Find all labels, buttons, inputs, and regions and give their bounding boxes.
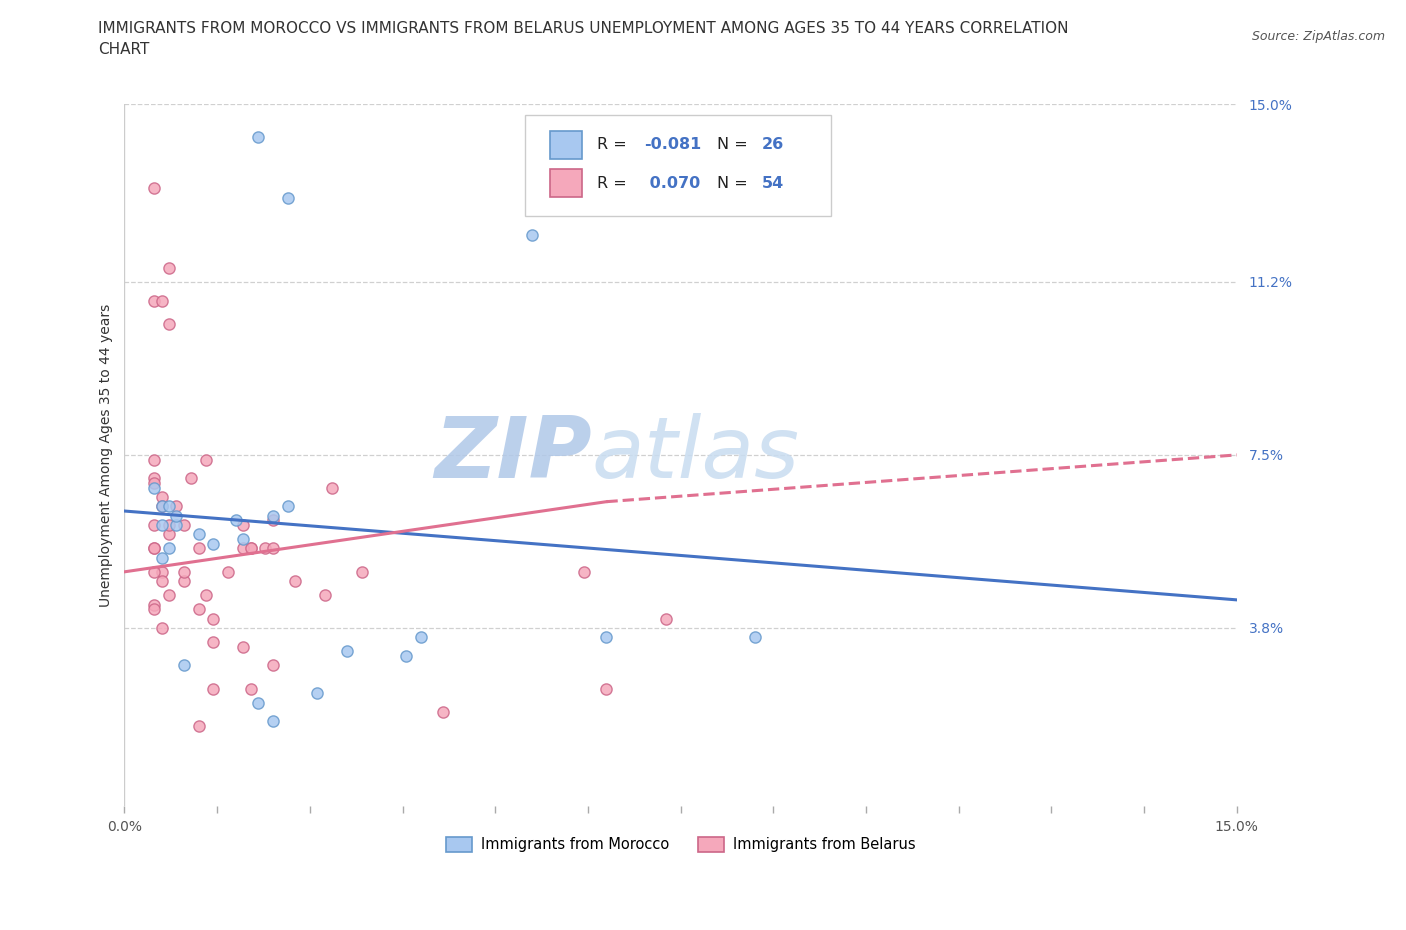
Point [143,602,166,617]
Point [262,509,284,524]
Point [187,719,209,734]
Point [195,588,218,603]
Point [180,471,202,485]
Point [157,498,180,513]
Point [150,620,173,635]
Point [150,293,173,308]
Point [150,574,173,589]
Point [150,565,173,579]
Point [432,705,454,720]
Point [202,537,225,551]
Point [143,471,166,485]
Point [409,630,432,644]
Point [187,527,209,542]
Point [143,541,166,556]
Point [202,682,225,697]
Point [157,518,180,533]
Point [232,639,254,654]
Point [150,518,173,533]
Point [655,611,678,626]
Point [284,574,307,589]
Point [314,588,336,603]
Point [157,588,180,603]
Point [202,634,225,649]
Point [595,630,617,644]
Point [143,480,166,495]
Point [143,597,166,612]
Bar [551,131,582,159]
Point [262,541,284,556]
Point [173,518,195,533]
Point [262,513,284,528]
Text: 26: 26 [762,138,785,153]
Text: IMMIGRANTS FROM MOROCCO VS IMMIGRANTS FROM BELARUS UNEMPLOYMENT AMONG AGES 35 TO: IMMIGRANTS FROM MOROCCO VS IMMIGRANTS FR… [98,21,1069,36]
Text: 0.070: 0.070 [644,176,700,191]
Point [143,293,166,308]
Text: Source: ZipAtlas.com: Source: ZipAtlas.com [1251,30,1385,43]
Point [150,551,173,565]
Text: N =: N = [717,176,754,191]
Point [187,541,209,556]
Point [239,682,262,697]
Point [239,541,262,556]
Point [165,509,187,524]
Text: N =: N = [717,138,754,153]
Point [165,518,187,533]
Point [173,565,195,579]
Point [321,480,343,495]
Y-axis label: Unemployment Among Ages 35 to 44 years: Unemployment Among Ages 35 to 44 years [100,303,114,606]
Point [262,658,284,672]
Point [150,489,173,504]
Point [202,611,225,626]
Point [143,518,166,533]
Point [246,129,269,144]
Legend: Immigrants from Morocco, Immigrants from Belarus: Immigrants from Morocco, Immigrants from… [440,830,921,858]
Point [157,541,180,556]
Point [262,714,284,729]
Text: R =: R = [598,138,633,153]
Point [350,565,373,579]
Point [157,260,180,275]
Point [395,648,418,663]
Text: ZIP: ZIP [434,414,592,497]
Point [246,696,269,711]
Text: CHART: CHART [98,42,150,57]
Point [157,527,180,542]
Point [143,475,166,490]
Point [336,644,359,658]
Point [522,228,544,243]
Point [150,498,173,513]
Point [217,565,239,579]
Point [150,498,173,513]
Point [173,658,195,672]
Point [143,541,166,556]
Point [277,191,299,206]
Point [307,686,329,701]
Point [232,532,254,547]
Point [232,518,254,533]
Point [143,565,166,579]
Point [574,565,596,579]
Point [277,498,299,513]
Text: atlas: atlas [592,414,800,497]
Point [195,452,218,467]
Point [744,630,766,644]
Point [143,181,166,196]
Text: 54: 54 [762,176,785,191]
FancyBboxPatch shape [524,114,831,217]
Point [187,602,209,617]
Point [225,513,247,528]
Text: -0.081: -0.081 [644,138,702,153]
Text: R =: R = [598,176,633,191]
Point [157,316,180,331]
Point [143,452,166,467]
Point [595,682,617,697]
Point [254,541,277,556]
Point [165,498,187,513]
Point [232,541,254,556]
Bar [551,169,582,197]
Point [239,541,262,556]
Point [173,574,195,589]
